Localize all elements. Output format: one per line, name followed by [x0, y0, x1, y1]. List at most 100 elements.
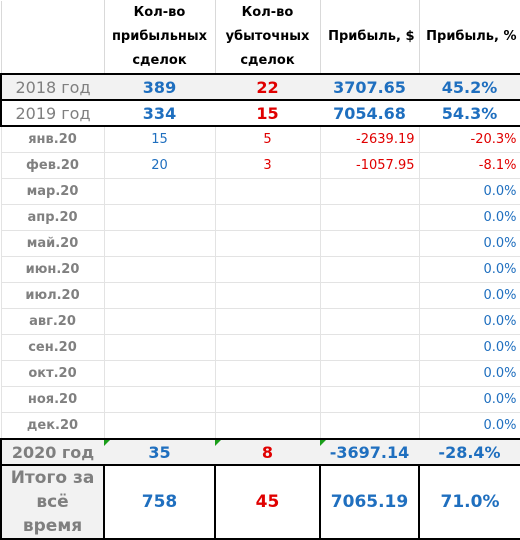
profit-usd-cell[interactable]: -2639.19 — [319, 125, 420, 153]
profit-pct-cell[interactable]: -20.3% — [418, 125, 520, 153]
losing-count-cell[interactable]: 5 — [214, 125, 321, 153]
profit-pct-cell[interactable]: 0.0% — [418, 178, 520, 205]
profit-usd-cell[interactable] — [319, 282, 420, 309]
profit-pct-cell[interactable]: -8.1% — [418, 152, 520, 179]
profit-pct-cell[interactable]: 0.0% — [418, 282, 520, 309]
comment-marker-icon — [215, 441, 221, 446]
profit-usd-cell[interactable]: 3707.65 — [320, 73, 419, 101]
losing-count-cell[interactable]: 15 — [215, 100, 320, 127]
profit-usd-cell[interactable]: -1057.95 — [319, 152, 420, 179]
profitable-count-cell[interactable] — [103, 230, 216, 257]
losing-count-cell[interactable]: 8 — [215, 438, 320, 466]
losing-count-cell[interactable] — [214, 204, 321, 231]
profit-pct-cell[interactable]: 0.0% — [418, 256, 520, 283]
profit-pct-cell[interactable]: 54.3% — [419, 100, 520, 127]
profitable-count-cell[interactable]: 334 — [104, 100, 215, 127]
year-label[interactable]: 2018 год — [0, 73, 104, 101]
month-row: ноя.20 0.0% — [0, 386, 520, 413]
profit-usd-cell[interactable]: 7054.68 — [320, 100, 419, 127]
header-row: Кол-во прибыльных сделок Кол-во убыточны… — [0, 0, 520, 75]
comment-marker-icon — [104, 441, 110, 446]
profitable-count-cell[interactable] — [103, 178, 216, 205]
losing-count-cell[interactable]: 3 — [214, 152, 321, 179]
month-label[interactable]: авг.20 — [0, 308, 105, 335]
profit-usd-cell[interactable] — [319, 204, 420, 231]
month-label[interactable]: янв.20 — [0, 125, 105, 153]
month-label[interactable]: мар.20 — [0, 178, 105, 205]
losing-count-cell[interactable] — [214, 256, 321, 283]
losing-count-cell[interactable] — [214, 282, 321, 309]
profit-pct-cell[interactable]: 71.0% — [418, 464, 520, 540]
year-label[interactable]: 2019 год — [0, 100, 104, 127]
losing-count-cell[interactable]: 22 — [215, 73, 320, 101]
year-row-2018: 2018 год 389 22 3707.65 45.2% — [0, 73, 520, 101]
grand-total-row: Итого за всё время 758 45 7065.19 71.0% — [0, 464, 520, 540]
profitable-count-cell[interactable] — [103, 386, 216, 413]
profit-pct-cell[interactable]: 0.0% — [418, 334, 520, 361]
total-label[interactable]: Итого за всё время — [0, 464, 105, 540]
year-label[interactable]: 2020 год — [0, 438, 104, 466]
profit-pct-cell[interactable]: 0.0% — [418, 412, 520, 440]
profit-pct-cell[interactable]: -28.4% — [419, 438, 520, 466]
losing-count-cell[interactable]: 45 — [214, 464, 321, 540]
month-label[interactable]: май.20 — [0, 230, 105, 257]
profit-usd-cell[interactable] — [319, 256, 420, 283]
profitable-count-cell[interactable] — [103, 204, 216, 231]
profit-usd-cell[interactable] — [319, 230, 420, 257]
header-corner-cell[interactable] — [0, 0, 105, 75]
profitable-count-cell[interactable] — [103, 282, 216, 309]
profit-pct-cell[interactable]: 0.0% — [418, 204, 520, 231]
month-label[interactable]: дек.20 — [0, 412, 105, 440]
profit-pct-cell[interactable]: 0.0% — [418, 230, 520, 257]
header-profit-usd[interactable]: Прибыль, $ — [319, 0, 420, 75]
losing-count-cell[interactable] — [214, 308, 321, 335]
month-row: апр.20 0.0% — [0, 204, 520, 231]
profit-pct-cell[interactable]: 0.0% — [418, 386, 520, 413]
profit-pct-cell[interactable]: 45.2% — [419, 73, 520, 101]
profitable-count-cell[interactable]: 15 — [103, 125, 216, 153]
header-losing-count[interactable]: Кол-во убыточных сделок — [214, 0, 321, 75]
profitable-count-cell[interactable] — [103, 256, 216, 283]
profit-usd-cell[interactable] — [319, 386, 420, 413]
profitable-count-cell[interactable]: 758 — [103, 464, 216, 540]
losing-count-cell[interactable] — [214, 412, 321, 440]
month-label[interactable]: июл.20 — [0, 282, 105, 309]
losing-count-cell[interactable] — [214, 334, 321, 361]
month-row: мар.20 0.0% — [0, 178, 520, 205]
month-row: авг.20 0.0% — [0, 308, 520, 335]
header-profit-pct[interactable]: Прибыль, % — [418, 0, 520, 75]
month-label[interactable]: сен.20 — [0, 334, 105, 361]
profit-usd-cell[interactable] — [319, 178, 420, 205]
year-row-2019: 2019 год 334 15 7054.68 54.3% — [0, 100, 520, 127]
profitable-count-cell[interactable] — [103, 412, 216, 440]
month-label[interactable]: окт.20 — [0, 360, 105, 387]
profitable-count-cell[interactable] — [103, 334, 216, 361]
profitable-count-cell[interactable] — [103, 308, 216, 335]
profit-usd-cell[interactable]: -3697.14 — [320, 438, 419, 466]
profitable-count-cell[interactable]: 20 — [103, 152, 216, 179]
profit-usd-cell[interactable] — [319, 308, 420, 335]
profitable-count-cell[interactable]: 389 — [104, 73, 215, 101]
month-label[interactable]: фев.20 — [0, 152, 105, 179]
losing-count-cell[interactable] — [214, 360, 321, 387]
losing-count-cell[interactable] — [214, 230, 321, 257]
month-row: май.20 0.0% — [0, 230, 520, 257]
profit-pct-cell[interactable]: 0.0% — [418, 360, 520, 387]
month-label[interactable]: июн.20 — [0, 256, 105, 283]
month-row: июн.20 0.0% — [0, 256, 520, 283]
profit-usd-cell[interactable] — [319, 360, 420, 387]
month-label[interactable]: апр.20 — [0, 204, 105, 231]
month-label[interactable]: ноя.20 — [0, 386, 105, 413]
losing-count-cell[interactable] — [214, 178, 321, 205]
profit-usd-cell[interactable] — [319, 334, 420, 361]
profit-usd-cell[interactable] — [319, 412, 420, 440]
month-row: июл.20 0.0% — [0, 282, 520, 309]
profitable-count-cell[interactable]: 35 — [104, 438, 215, 466]
profit-pct-cell[interactable]: 0.0% — [418, 308, 520, 335]
month-row: окт.20 0.0% — [0, 360, 520, 387]
header-profitable-count[interactable]: Кол-во прибыльных сделок — [103, 0, 216, 75]
losing-count-cell[interactable] — [214, 386, 321, 413]
profitable-count-cell[interactable] — [103, 360, 216, 387]
profit-usd-cell[interactable]: 7065.19 — [319, 464, 420, 540]
